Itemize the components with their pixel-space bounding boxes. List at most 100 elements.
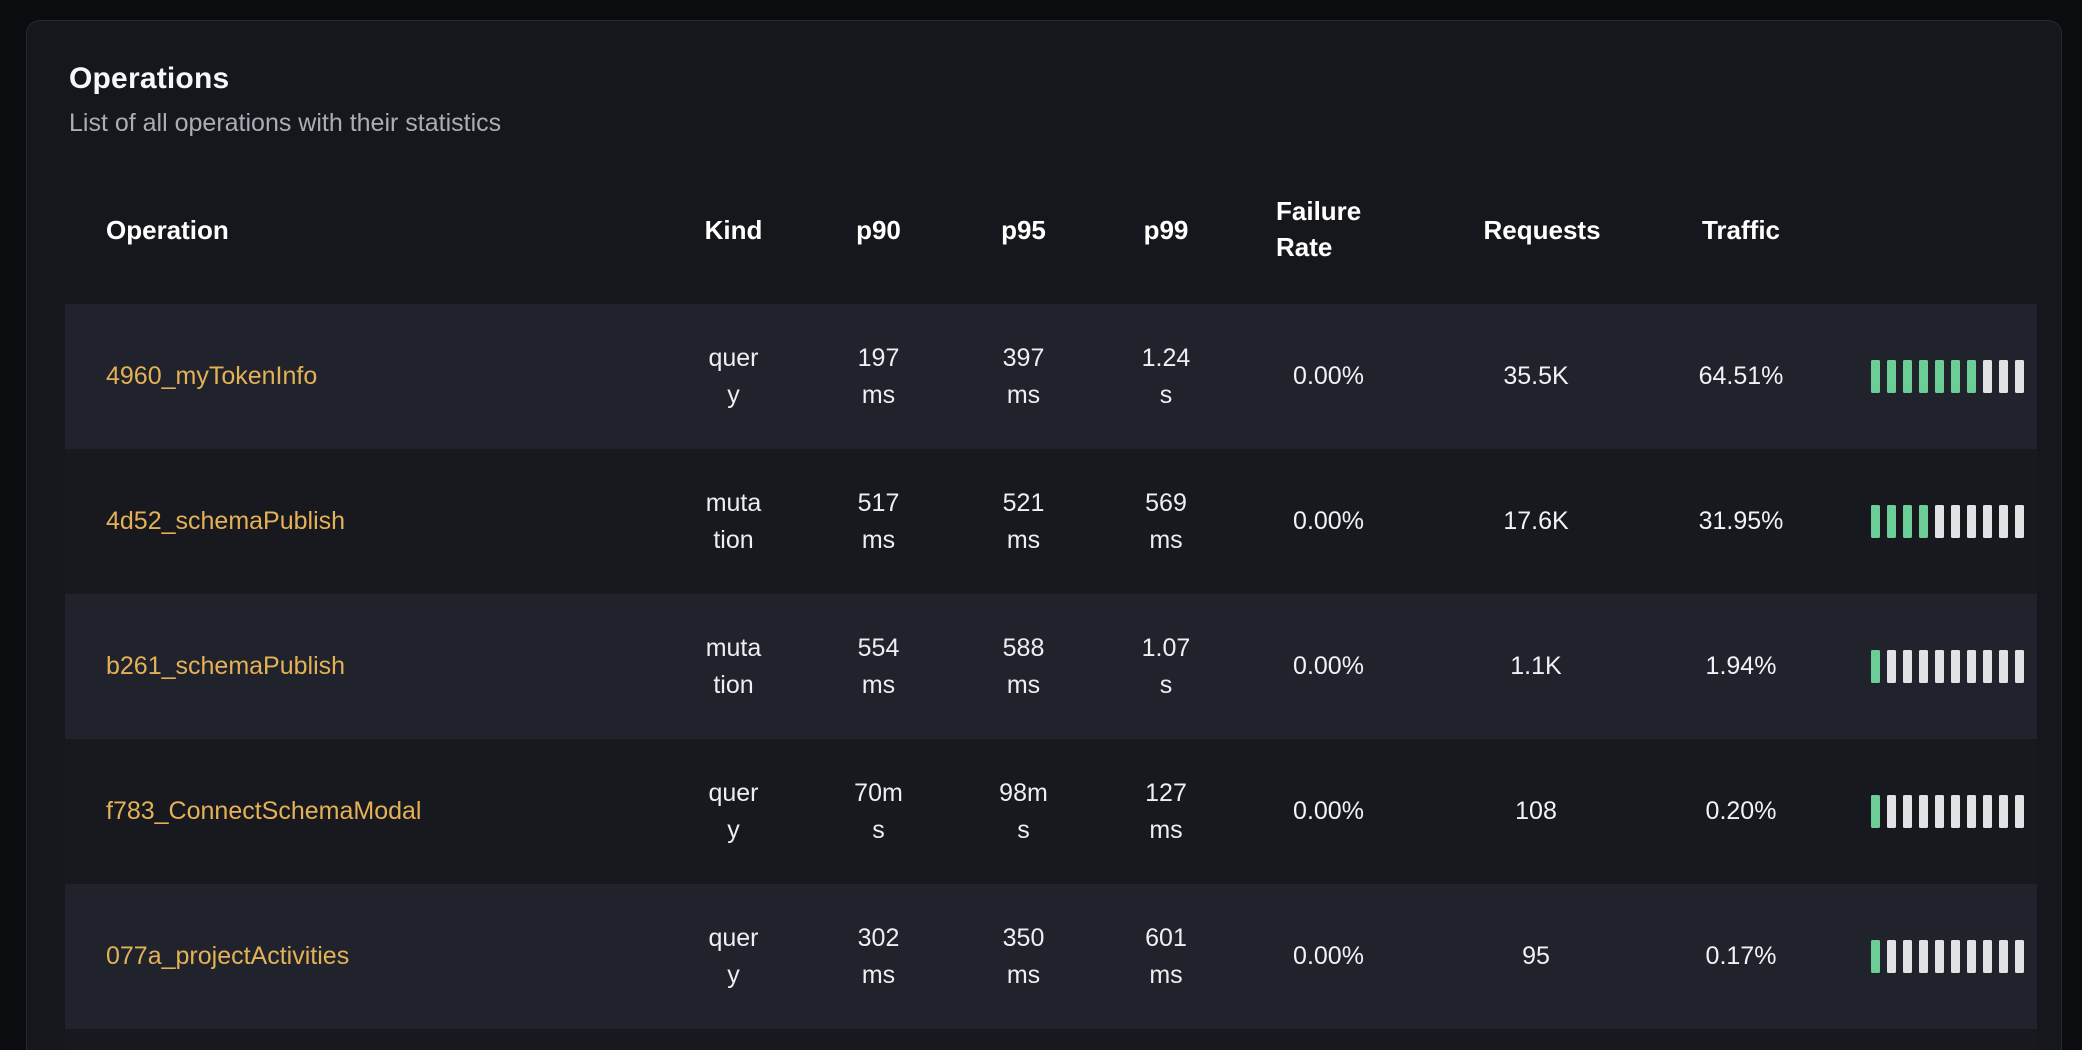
column-header-p99: p99 [1143, 215, 1189, 246]
operation-link[interactable]: b261_schemaPublish [106, 652, 346, 680]
operation-link[interactable]: 077a_projectActivities [106, 942, 350, 970]
traffic-bar-empty [1999, 795, 2008, 828]
failure-rate-cell: 0.00% [1293, 652, 1364, 680]
table-row[interactable]: b261_schemaPublish mutation 554 ms 588 m… [65, 594, 2037, 739]
traffic-bar-empty [1919, 940, 1928, 973]
traffic-bar-empty [1935, 505, 1944, 538]
traffic-cell: 0.17% [1705, 942, 1777, 970]
traffic-bar-empty [1903, 940, 1912, 973]
p95-cell: 350 ms [1002, 923, 1045, 989]
column-header-failure-rate: Failure Rate [1276, 196, 1362, 262]
traffic-bar-empty [1999, 650, 2008, 683]
traffic-bar-empty [1983, 360, 1992, 393]
traffic-bar-empty [2015, 650, 2024, 683]
traffic-bar-empty [1935, 650, 1944, 683]
table-row[interactable]: 4d52_schemaPublish mutation 517 ms 521 m… [65, 449, 2037, 594]
traffic-bar-empty [1903, 795, 1912, 828]
failure-rate-cell: 0.00% [1293, 797, 1364, 825]
chart-cell [1831, 884, 2037, 1029]
requests-cell: 17.6K [1503, 507, 1569, 535]
column-header-kind: Kind [704, 215, 763, 246]
traffic-bar-filled [1871, 940, 1880, 973]
operation-cell: 4d52_schemaPublish [65, 503, 661, 540]
traffic-bar-filled [1919, 505, 1928, 538]
table-row[interactable]: 4960_myTokenInfo query 197 ms 397 ms 1.2… [65, 304, 2037, 449]
traffic-bar-filled [1903, 505, 1912, 538]
traffic-cell: 64.51% [1698, 362, 1784, 390]
failure-rate-cell: 0.00% [1293, 942, 1364, 970]
traffic-bars [1871, 884, 2037, 1029]
traffic-bar-empty [1935, 795, 1944, 828]
traffic-bar-empty [1903, 650, 1912, 683]
card-header: Operations List of all operations with t… [27, 21, 2061, 140]
traffic-bar-filled [1887, 505, 1896, 538]
traffic-bar-filled [1871, 650, 1880, 683]
chart-cell [1831, 739, 2037, 884]
p95-cell: 397 ms [1002, 343, 1045, 409]
p90-cell: 302 ms [857, 923, 900, 989]
column-header-p90: p90 [856, 215, 901, 246]
operation-link[interactable]: 4960_myTokenInfo [106, 362, 318, 390]
p95-cell: 98ms [999, 778, 1048, 844]
kind-cell: query [708, 343, 759, 409]
traffic-bar-empty [2015, 795, 2024, 828]
table-row[interactable]: f783_ConnectSchemaModal query 70ms 98ms … [65, 739, 2037, 884]
traffic-bar-filled [1919, 360, 1928, 393]
traffic-bar-empty [1887, 650, 1896, 683]
failure-rate-cell: 0.00% [1293, 507, 1364, 535]
traffic-bar-empty [1967, 505, 1976, 538]
chart-cell [1831, 449, 2037, 594]
traffic-bar-empty [1999, 505, 2008, 538]
operation-cell: b261_schemaPublish [65, 648, 661, 685]
traffic-bar-filled [1871, 505, 1880, 538]
column-header-traffic: Traffic [1701, 215, 1781, 246]
traffic-bar-empty [1999, 360, 2008, 393]
traffic-bar-empty [1951, 940, 1960, 973]
operation-link[interactable]: f783_ConnectSchemaModal [106, 797, 422, 825]
traffic-bar-empty [1919, 795, 1928, 828]
traffic-bar-empty [1967, 940, 1976, 973]
failure-rate-cell: 0.00% [1293, 362, 1364, 390]
traffic-bar-filled [1871, 795, 1880, 828]
traffic-bar-empty [1999, 940, 2008, 973]
chart-cell [1831, 594, 2037, 739]
traffic-bar-filled [1871, 360, 1880, 393]
traffic-bar-empty [1983, 795, 1992, 828]
kind-cell: mutation [705, 633, 762, 699]
traffic-cell: 0.20% [1705, 797, 1777, 825]
p99-cell: 569 ms [1145, 488, 1187, 554]
traffic-cell: 31.95% [1698, 507, 1784, 535]
table-body: 4960_myTokenInfo query 197 ms 397 ms 1.2… [65, 304, 2037, 1029]
column-header-operation: Operation [106, 215, 229, 246]
traffic-bar-empty [1919, 650, 1928, 683]
requests-cell: 95 [1522, 942, 1550, 970]
table-row[interactable]: 077a_projectActivities query 302 ms 350 … [65, 884, 2037, 1029]
page-subtitle: List of all operations with their statis… [69, 109, 502, 137]
traffic-bar-empty [1951, 650, 1960, 683]
traffic-bar-filled [1935, 360, 1944, 393]
p90-cell: 517 ms [857, 488, 900, 554]
p95-cell: 588 ms [1002, 633, 1045, 699]
kind-cell: query [708, 778, 759, 844]
p99-cell: 601 ms [1145, 923, 1187, 989]
requests-cell: 1.1K [1510, 652, 1562, 680]
traffic-cell: 1.94% [1705, 652, 1777, 680]
page-title: Operations [69, 62, 230, 95]
traffic-bar-empty [1967, 795, 1976, 828]
operations-card: Operations List of all operations with t… [26, 20, 2062, 1050]
traffic-bar-empty [1983, 940, 1992, 973]
p99-cell: 1.07 s [1141, 633, 1191, 699]
traffic-bar-empty [2015, 505, 2024, 538]
traffic-bar-empty [1983, 650, 1992, 683]
p99-cell: 1.24 s [1141, 343, 1191, 409]
traffic-bar-filled [1887, 360, 1896, 393]
operation-cell: 077a_projectActivities [65, 938, 661, 975]
operation-link[interactable]: 4d52_schemaPublish [106, 507, 346, 535]
traffic-bar-empty [1935, 940, 1944, 973]
traffic-bar-empty [2015, 360, 2024, 393]
traffic-bar-empty [1983, 505, 1992, 538]
traffic-bar-empty [1951, 505, 1960, 538]
traffic-bar-empty [2015, 940, 2024, 973]
traffic-bar-empty [1887, 795, 1896, 828]
traffic-bars [1871, 304, 2037, 449]
